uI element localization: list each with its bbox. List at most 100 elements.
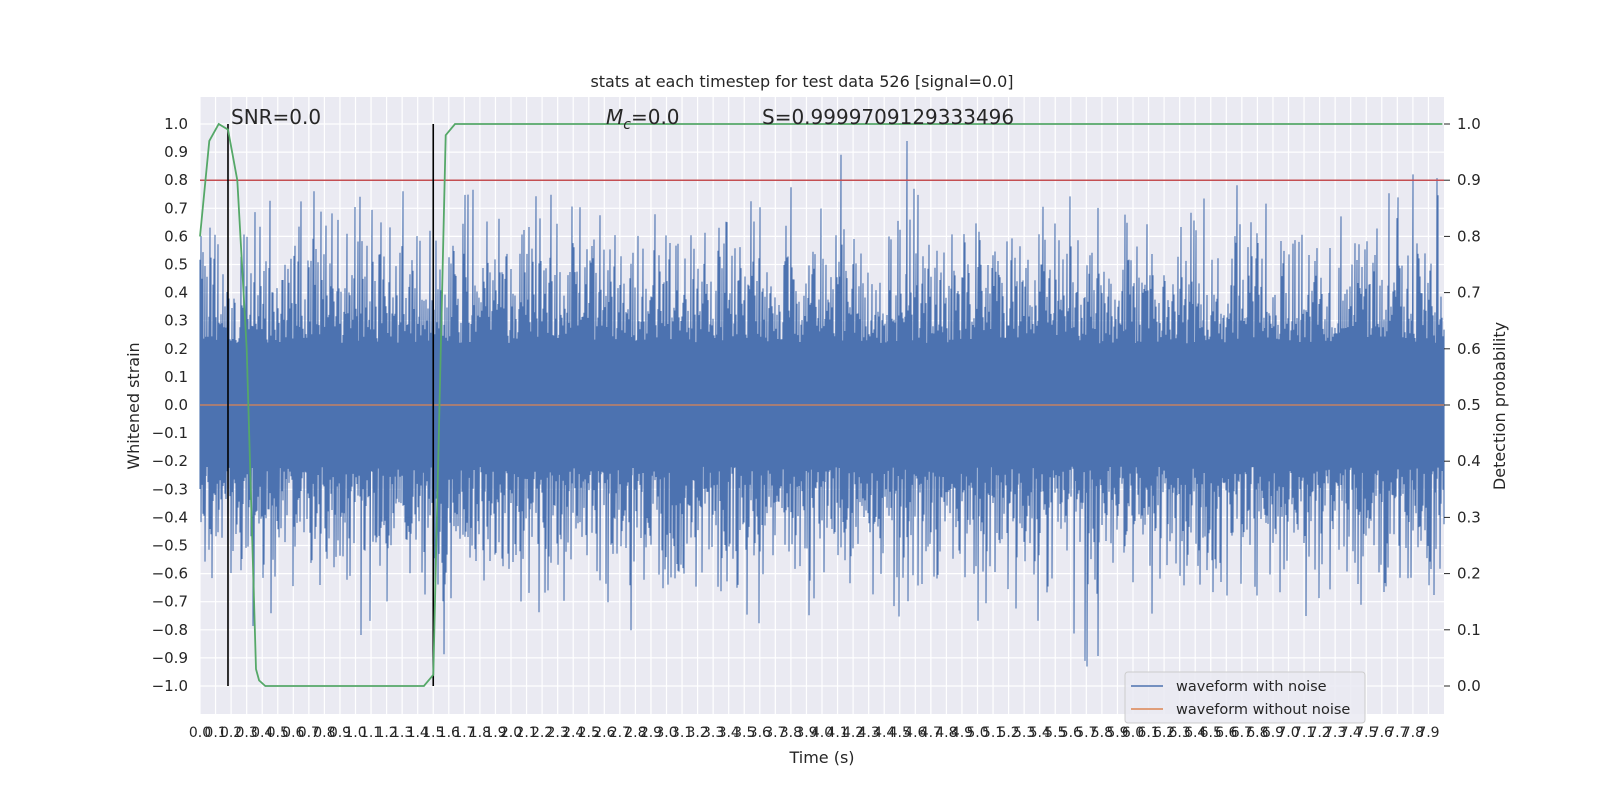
x-tick-label: 3.6 — [749, 725, 771, 741]
y2-tick-label: 0.5 — [1457, 396, 1481, 414]
x-tick-label: 1.9 — [484, 725, 506, 741]
x-tick-label: 1.7 — [453, 725, 475, 741]
chirp-mass-value: =0.0 — [631, 105, 680, 129]
x-tick-label: 0.9 — [329, 725, 351, 741]
x-tick-label: 7.1 — [1293, 725, 1315, 741]
vertical-markers — [227, 124, 435, 686]
x-tick-label: 6.3 — [1169, 725, 1191, 741]
x-tick-label: 1.2 — [375, 725, 397, 741]
x-tick-label: 5.4 — [1029, 725, 1051, 741]
y-tick-label: 0.1 — [164, 368, 188, 386]
x-tick-label: 0.8 — [313, 725, 335, 741]
y2-tick-label: 0.7 — [1457, 284, 1481, 302]
x-tick-label: 7.2 — [1308, 725, 1330, 741]
x-tick-label: 1.0 — [344, 725, 366, 741]
detection-probability-line — [199, 122, 1443, 687]
x-tick-label: 2.5 — [578, 725, 600, 741]
y2-axis-ticks: 1.0 0.9 0.8 0.7 0.6 0.5 0.4 0.3 0.2 0.1 0.0 — [1444, 115, 1481, 695]
y-tick-label: −0.5 — [152, 537, 188, 555]
x-tick-label: 4.1 — [826, 725, 848, 741]
y-tick-label: −0.6 — [152, 565, 188, 583]
y-tick-label: −0.8 — [152, 621, 188, 639]
x-tick-label: 0.2 — [220, 725, 242, 741]
waveform-with-noise-line — [199, 140, 1445, 667]
x-tick-label: 6.5 — [1200, 725, 1222, 741]
y2-tick-label: 1.0 — [1457, 115, 1481, 133]
y-tick-label: −0.9 — [152, 649, 188, 667]
y2-axis-label: Detection probability — [1490, 322, 1509, 490]
x-tick-label: 7.5 — [1355, 725, 1377, 741]
x-tick-label: 0.7 — [298, 725, 320, 741]
score-annotation: S=0.9999709129333496 — [762, 105, 1014, 129]
x-tick-label: 1.8 — [469, 725, 491, 741]
x-tick-label: 6.9 — [1262, 725, 1284, 741]
y-tick-label: 0.9 — [164, 143, 188, 161]
legend: waveform with noise waveform without noi… — [1124, 671, 1366, 724]
x-tick-label: 7.7 — [1386, 725, 1408, 741]
x-tick-label: 3.9 — [795, 725, 817, 741]
y-tick-label: −0.2 — [152, 452, 188, 470]
x-tick-label: 3.0 — [655, 725, 677, 741]
x-tick-label: 3.8 — [780, 725, 802, 741]
x-tick-label: 2.7 — [609, 725, 631, 741]
legend-label-noise: waveform with noise — [1176, 679, 1327, 695]
x-tick-label: 2.1 — [515, 725, 537, 741]
x-tick-label: 7.3 — [1324, 725, 1346, 741]
x-tick-label: 4.8 — [935, 725, 957, 741]
y-tick-label: −0.4 — [152, 508, 188, 526]
y2-tick-label: 0.8 — [1457, 227, 1481, 245]
x-tick-label: 5.6 — [1060, 725, 1082, 741]
y2-tick-label: 0.4 — [1457, 452, 1481, 470]
x-tick-label: 7.0 — [1277, 725, 1299, 741]
x-tick-label: 5.0 — [966, 725, 988, 741]
x-tick-label: 1.5 — [422, 725, 444, 741]
y-tick-label: 0.4 — [164, 284, 188, 302]
y-tick-label: 0.8 — [164, 171, 188, 189]
x-tick-label: 4.4 — [873, 725, 895, 741]
y-axis-ticks: 1.0 0.9 0.8 0.7 0.6 0.5 0.4 0.3 0.2 0.1 0.0 −0.1 −0.… — [152, 115, 188, 695]
y2-tick-label: 0.2 — [1457, 565, 1481, 583]
x-tick-label: 1.4 — [407, 725, 429, 741]
x-tick-label: 7.8 — [1402, 725, 1424, 741]
x-tick-label: 0.1 — [204, 725, 226, 741]
x-tick-label: 4.9 — [951, 725, 973, 741]
x-tick-label: 2.2 — [531, 725, 553, 741]
x-tick-label: 6.7 — [1231, 725, 1253, 741]
y2-tick-label: 0.9 — [1457, 171, 1481, 189]
y-tick-label: 0.7 — [164, 199, 188, 217]
y2-tick-label: 0.6 — [1457, 340, 1481, 358]
x-tick-label: 5.8 — [1091, 725, 1113, 741]
x-axis-ticks: 0.00.10.20.30.40.50.60.70.80.91.01.11.21… — [189, 725, 1440, 741]
x-tick-label: 0.6 — [282, 725, 304, 741]
chirp-mass-annotation: Mc=0.0 — [606, 105, 680, 133]
x-tick-label: 3.1 — [671, 725, 693, 741]
x-tick-label: 0.5 — [267, 725, 289, 741]
y-tick-label: −0.3 — [152, 480, 188, 498]
x-tick-label: 4.2 — [842, 725, 864, 741]
x-tick-label: 2.9 — [640, 725, 662, 741]
x-tick-label: 6.2 — [1153, 725, 1175, 741]
x-tick-label: 6.1 — [1137, 725, 1159, 741]
x-tick-label: 5.9 — [1106, 725, 1128, 741]
x-tick-label: 4.7 — [920, 725, 942, 741]
chirp-mass-symbol: M — [606, 105, 623, 129]
x-tick-label: 2.4 — [562, 725, 584, 741]
y-tick-label: 0.5 — [164, 256, 188, 274]
x-tick-label: 1.6 — [438, 725, 460, 741]
y-tick-label: −1.0 — [152, 677, 188, 695]
y-tick-label: 0.6 — [164, 227, 188, 245]
x-tick-label: 3.7 — [764, 725, 786, 741]
x-tick-label: 3.4 — [718, 725, 740, 741]
x-tick-label: 6.8 — [1246, 725, 1268, 741]
x-tick-label: 5.5 — [1044, 725, 1066, 741]
x-axis-label: Time (s) — [788, 748, 854, 767]
waveform-with-noise — [199, 140, 1445, 667]
x-tick-label: 0.0 — [189, 725, 211, 741]
legend-box — [1124, 671, 1366, 724]
snr-annotation: SNR=0.0 — [231, 105, 321, 129]
x-tick-label: 0.4 — [251, 725, 273, 741]
x-tick-label: 4.5 — [889, 725, 911, 741]
y-tick-label: −0.7 — [152, 593, 188, 611]
x-tick-label: 4.0 — [811, 725, 833, 741]
